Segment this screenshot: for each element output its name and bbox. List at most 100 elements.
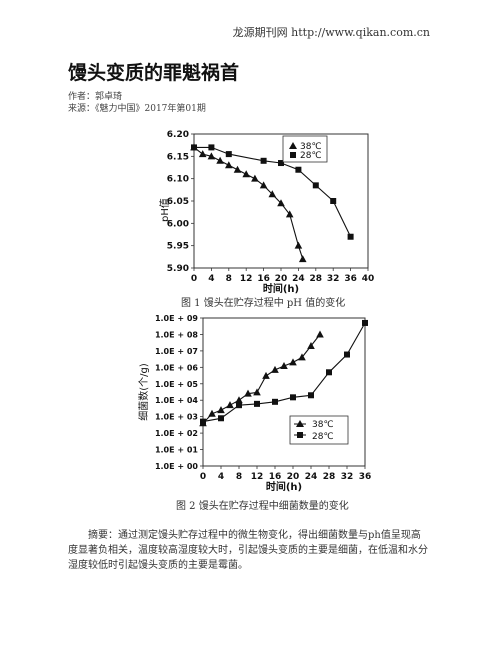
chart2-data-point-28c — [254, 400, 260, 407]
chart1-y-tick-label: 6.05 — [167, 197, 189, 207]
chart1-data-point-28c — [312, 182, 319, 189]
chart2-x-tick-label: 20 — [287, 472, 300, 482]
chart1-data-point-28c — [278, 160, 284, 167]
chart1-data-point-38c — [294, 241, 303, 249]
chart2-data-point-38c — [217, 406, 225, 414]
article-author: 作者：郭卓琦 — [68, 92, 123, 102]
article-source: 来源：《魅力中国》2017年第01期 — [68, 104, 206, 114]
article-abstract: 摘要：通过测定馒头贮存过程中的微生物变化，得出细菌数量与ph值呈现高度显著负相关… — [68, 530, 428, 571]
chart2-data-point-38c — [262, 371, 270, 379]
site-header[interactable]: 龙源期刊网 http://www.qikan.com.cn — [232, 26, 430, 39]
chart2-data-point-28c — [236, 402, 242, 409]
chart2-data-point-38c — [244, 389, 252, 397]
chart1-x-tick-label: 40 — [362, 274, 375, 284]
chart2-data-point-28c — [290, 394, 296, 401]
chart2-y-tick-label: 1.0E + 06 — [155, 363, 198, 372]
chart1-x-tick-label: 32 — [327, 274, 340, 284]
chart2-data-point-38c — [316, 330, 324, 338]
chart2-y-tick-label: 1.0E + 08 — [155, 330, 198, 339]
chart2-x-tick-label: 0 — [200, 472, 206, 482]
chart1-y-tick-label: 6.10 — [167, 175, 189, 185]
chart2-legend-28c: 28℃ — [312, 432, 334, 442]
chart2-data-point-28c — [344, 351, 350, 358]
chart2-y-tick-label: 1.0E + 09 — [155, 314, 198, 323]
chart2-y-tick-label: 1.0E + 04 — [155, 396, 198, 405]
chart2-data-point-28c — [218, 415, 224, 422]
chart2-x-tick-label: 8 — [236, 472, 242, 482]
chart1-y-tick-label: 6.00 — [167, 219, 189, 229]
chart2-data-point-28c — [362, 319, 368, 326]
chart1-data-point-38c — [298, 255, 307, 263]
chart1-x-tick-label: 12 — [240, 274, 253, 284]
chart1-data-point-28c — [330, 198, 337, 204]
chart1-y-tick-label: 5.95 — [167, 242, 189, 252]
chart2-data-point-38c — [298, 353, 306, 361]
chart1-x-tick-label: 8 — [226, 274, 232, 284]
chart2-y-axis-label: 细菌数(个/g) — [137, 363, 150, 421]
chart1-x-tick-label: 24 — [292, 274, 305, 284]
chart2-data-point-28c — [272, 398, 278, 405]
chart2-data-point-38c — [208, 409, 216, 417]
chart2-x-tick-label: 4 — [218, 472, 224, 482]
chart2-data-point-38c — [226, 401, 234, 409]
chart2-data-point-38c — [280, 362, 288, 370]
chart2-x-tick-label: 24 — [305, 472, 318, 482]
figure-1-ph-chart: 0 4 8 12 16 20 24 28 32 36 40 6.20 6.15 6.10 6.05 6.00 5… — [158, 130, 375, 295]
article-title: 馒头变质的罪魁祸首 — [68, 62, 240, 84]
chart1-data-point-38c — [225, 161, 233, 169]
chart1-data-point-28c — [295, 166, 302, 173]
chart1-x-tick-label: 0 — [191, 274, 197, 284]
chart1-legend-38c: 38℃ — [300, 142, 322, 152]
chart2-data-point-38c — [235, 396, 243, 404]
chart2-data-point-38c — [307, 341, 315, 349]
chart1-y-axis-label: pH值 — [158, 198, 171, 222]
chart1-series-line-38c — [193, 146, 304, 260]
chart1-y-tick-label: 6.15 — [167, 152, 189, 162]
chart2-data-point-28c — [326, 369, 332, 376]
chart2-y-tick-label: 1.0E + 07 — [155, 347, 198, 356]
chart1-data-point-38c — [259, 181, 268, 189]
figure-2-caption: 图 2 馒头在贮存过程中细菌数量的变化 — [176, 501, 349, 512]
chart1-data-point-38c — [268, 190, 277, 198]
chart2-data-point-38c — [271, 365, 279, 373]
chart2-data-point-28c — [308, 392, 314, 399]
chart1-data-point-38c — [277, 199, 285, 207]
chart1-legend-triangle-icon — [289, 142, 297, 149]
chart1-legend-square-icon — [290, 152, 296, 158]
chart2-series-line-28c — [202, 322, 366, 423]
chart1-data-point-38c — [216, 156, 224, 164]
chart1-x-tick-label: 28 — [310, 274, 323, 284]
chart1-x-tick-label: 16 — [257, 274, 270, 284]
chart2-x-tick-label: 12 — [251, 472, 264, 482]
chart2-data-point-28c — [200, 418, 206, 425]
chart1-x-tick-label: 36 — [344, 274, 357, 284]
chart1-data-point-28c — [347, 233, 354, 240]
chart1-data-point-38c — [233, 165, 242, 173]
chart2-y-tick-label: 1.0E + 03 — [155, 413, 198, 422]
chart1-data-point-28c — [208, 144, 215, 151]
chart1-y-tick-label: 5.90 — [167, 264, 189, 274]
chart2-y-tick-label: 1.0E + 05 — [155, 380, 198, 389]
chart1-data-point-38c — [207, 152, 216, 160]
chart2-y-tick-label: 1.0E + 00 — [155, 462, 198, 471]
chart2-x-tick-label: 16 — [269, 472, 282, 482]
chart1-data-point-38c — [251, 174, 259, 182]
chart2-x-tick-label: 36 — [359, 472, 372, 482]
chart1-x-axis-label: 时间(h) — [263, 282, 299, 295]
chart2-y-tick-label: 1.0E + 02 — [155, 429, 198, 438]
chart1-x-tick-label: 20 — [275, 274, 288, 284]
chart1-data-point-38c — [198, 150, 207, 158]
figure-1-caption: 图 1 馒头在贮存过程中 pH 值的变化 — [181, 298, 346, 309]
chart1-data-point-38c — [285, 210, 294, 218]
chart1-data-point-28c — [260, 157, 267, 164]
chart2-legend-38c: 38℃ — [312, 420, 334, 430]
chart2-data-point-38c — [253, 388, 261, 396]
chart1-data-point-28c — [191, 144, 197, 151]
chart1-y-tick-label: 6.20 — [167, 130, 189, 140]
chart1-data-point-38c — [242, 170, 250, 178]
chart2-x-tick-label: 32 — [341, 472, 354, 482]
chart2-x-tick-label: 28 — [323, 472, 336, 482]
chart2-plot-frame — [202, 317, 366, 467]
chart2-x-axis-label: 时间(h) — [266, 480, 302, 493]
figure-2-bacteria-chart: 0 4 8 12 16 20 24 28 32 36 1.0E + 09 1.0E + 08 1.0E … — [137, 314, 372, 493]
